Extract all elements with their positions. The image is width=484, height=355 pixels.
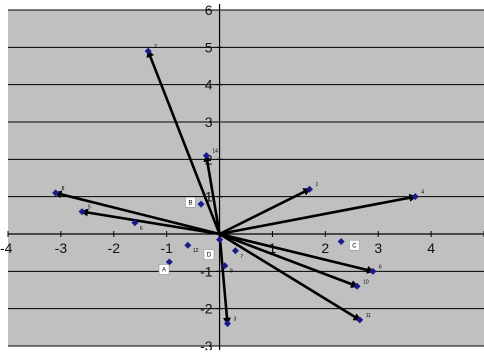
vector-label: 2 — [154, 44, 157, 50]
x-tick-label: -1 — [160, 240, 173, 256]
y-tick-label: -2 — [200, 301, 213, 317]
vector-arrow — [219, 232, 359, 288]
group-label-box — [203, 249, 215, 260]
data-point-marker — [369, 267, 377, 275]
vector-arrow — [218, 232, 362, 321]
vector-arrow — [53, 190, 220, 236]
x-tick-label: 3 — [374, 240, 382, 256]
y-tick-label: 3 — [205, 114, 213, 130]
x-tick-label: -2 — [108, 240, 121, 256]
vector-label: 1 — [315, 182, 318, 188]
data-point-marker — [305, 185, 313, 193]
vector-arrow — [80, 208, 220, 236]
vector-label: 6 — [379, 264, 382, 270]
data-point-marker — [411, 193, 419, 201]
point-label: 9 — [230, 269, 233, 275]
x-tick-label: -4 — [0, 240, 13, 256]
group-label-box — [158, 264, 170, 275]
point-label: 12 — [193, 248, 199, 254]
vector-label: 5 — [88, 205, 91, 211]
data-point-marker — [337, 237, 345, 245]
y-tick-label: 6 — [205, 2, 213, 18]
data-point-marker — [353, 282, 361, 290]
data-point-marker — [131, 219, 139, 227]
vector-label: 3 — [233, 317, 236, 323]
group-label: B — [188, 200, 192, 206]
points — [52, 47, 419, 328]
data-point-marker — [197, 200, 205, 208]
vector-label: 8 — [62, 186, 65, 192]
plot-area — [8, 10, 484, 346]
vector-label: 14 — [212, 149, 218, 155]
group-label: C — [352, 243, 357, 249]
vector-arrow — [218, 188, 312, 236]
y-tick-label: 5 — [205, 39, 213, 55]
group-label-box — [349, 239, 360, 251]
data-point-marker — [202, 152, 210, 160]
vector-label: 4 — [421, 190, 424, 196]
y-tick-label: 1 — [205, 189, 213, 205]
y-tick-label: -3 — [200, 338, 213, 350]
vector-label: 11 — [366, 313, 371, 319]
data-point-marker — [184, 241, 192, 249]
group-label-box — [185, 197, 196, 208]
x-tick-label: 4 — [427, 240, 435, 256]
group-label: A — [162, 268, 166, 274]
data-point-marker — [144, 47, 152, 55]
data-point-marker — [216, 236, 224, 244]
data-point-marker — [78, 208, 86, 216]
data-point-marker — [231, 247, 239, 255]
data-point-marker — [223, 320, 231, 328]
x-tick-label: 2 — [321, 240, 329, 256]
data-point-marker — [52, 189, 60, 197]
y-tick-label: -1 — [200, 263, 213, 279]
vector-arrow — [203, 153, 221, 235]
y-tick-label: 4 — [205, 77, 213, 93]
vector-arrow — [218, 233, 231, 326]
data-point-marker — [165, 258, 173, 266]
x-tick-label: -3 — [55, 240, 68, 256]
point-label: 7 — [240, 254, 243, 260]
vector-arrow — [219, 193, 418, 236]
vectors — [53, 49, 418, 326]
data-point-marker — [221, 262, 229, 270]
vector-label: 10 — [363, 279, 369, 285]
vector-arrow — [146, 49, 221, 235]
group-label: D — [207, 253, 212, 259]
vector-arrow — [219, 232, 375, 274]
data-point-marker — [356, 316, 364, 324]
point-label: 6 — [140, 226, 143, 232]
